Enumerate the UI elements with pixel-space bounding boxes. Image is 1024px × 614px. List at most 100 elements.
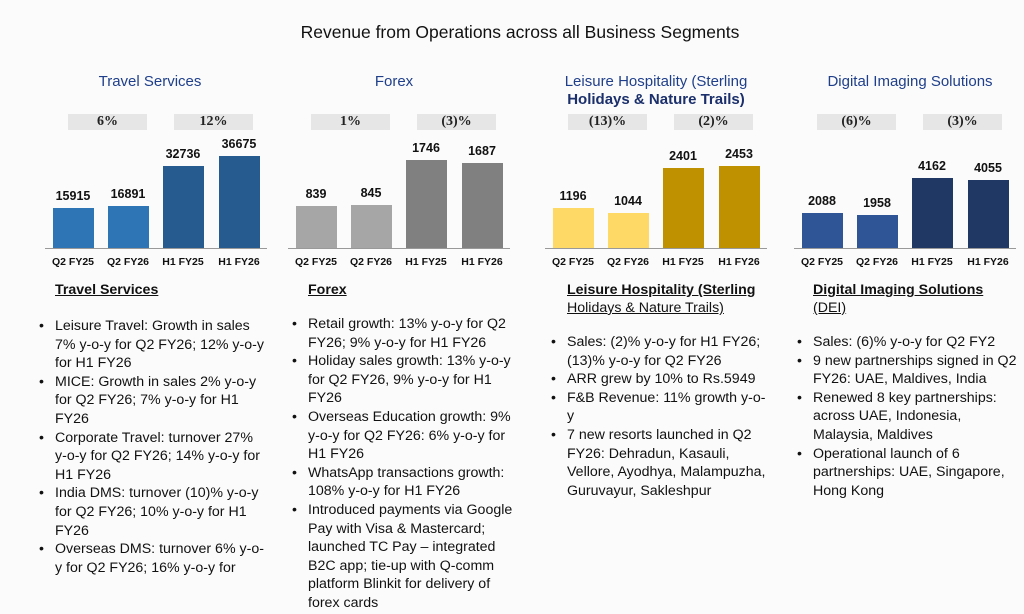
- growth-label: 6%: [68, 114, 147, 130]
- x-tick-label: H1 FY25: [662, 256, 704, 268]
- x-tick-label: Q2 FY25: [800, 256, 844, 268]
- bar-q2-fy26: [351, 205, 392, 248]
- bullet-item: Corporate Travel: turnover 27% y-o-y for…: [39, 429, 267, 485]
- section-heading-line2: (DEI): [813, 300, 847, 316]
- data-label: 16891: [110, 186, 146, 201]
- bullet-list: Sales: (2)% y-o-y for H1 FY26; (13)% y-o…: [549, 333, 771, 500]
- bar-q2-fy25: [296, 205, 337, 248]
- section-heading: Travel Services: [55, 282, 159, 298]
- bullet-item: MICE: Growth in sales 2% y-o-y for Q2 FY…: [39, 373, 267, 429]
- data-label: 1044: [614, 194, 642, 209]
- bullet-item: 9 new partnerships signed in Q2 FY26: UA…: [797, 352, 1017, 389]
- bullet-item: Operational launch of 6 partnerships: UA…: [797, 445, 1017, 501]
- x-tick-label: Q2 FY25: [294, 256, 338, 268]
- section-heading: Leisure Hospitality (Sterling Holidays & …: [567, 281, 771, 317]
- bar-h1-fy26: [719, 166, 760, 248]
- chart-travel: 6% 12% 15915 Q2 FY25 16891 Q2 FY26 32736 H1 FY2…: [45, 110, 267, 275]
- x-tick-label: Q2 FY26: [606, 256, 650, 268]
- section-heading-line2: Holidays & Nature Trails): [567, 300, 724, 316]
- data-label: 1687: [468, 143, 496, 158]
- chart-forex: 1% (3)% 839 Q2 FY25 845 Q2 FY26 1746 H1 FY25 168…: [288, 110, 510, 275]
- bar-q2-fy25: [553, 208, 594, 248]
- bar-q2-fy26: [608, 213, 649, 248]
- x-tick-label: Q2 FY26: [855, 256, 899, 268]
- x-tick-label: Q2 FY26: [106, 256, 150, 268]
- chart-title-leisure-line1: Leisure Hospitality (Sterling: [564, 73, 748, 90]
- bar-h1-fy26: [968, 179, 1009, 248]
- growth-label: 12%: [174, 114, 253, 130]
- data-label: 2088: [808, 193, 836, 208]
- data-label: 2453: [725, 147, 753, 161]
- bullet-list: Leisure Travel: Growth in sales 7% y-o-y…: [37, 317, 267, 577]
- section-travel: Travel Services Leisure Travel: Growth i…: [37, 281, 267, 577]
- x-tick-label: H1 FY26: [967, 256, 1009, 268]
- slide-title: Revenue from Operations across all Busin…: [300, 22, 740, 42]
- chart-title-leisure: Leisure Hospitality (Sterling Holidays &…: [545, 73, 767, 109]
- data-label: 845: [360, 186, 382, 201]
- bullet-item: Leisure Travel: Growth in sales 7% y-o-y…: [39, 317, 267, 373]
- bullet-item: Renewed 8 key partnerships: across UAE, …: [797, 389, 1017, 445]
- chart-leisure: (13)% (2)% 1196 Q2 FY25 1044 Q2 FY26 2401 H1 FY…: [545, 110, 767, 275]
- bullet-list: Retail growth: 13% y-o-y for Q2 FY26; 9%…: [290, 315, 522, 613]
- chart-dei: (6)% (3)% 2088 Q2 FY25 1958 Q2 FY26 4162 H1 FY2…: [794, 110, 1016, 275]
- chart-title-dei: Digital Imaging Solutions: [827, 73, 993, 90]
- data-label: 2401: [669, 148, 697, 163]
- x-tick-label: H1 FY25: [162, 256, 204, 268]
- section-heading: Forex: [308, 282, 347, 298]
- bullet-item: F&B Revenue: 11% growth y-o-y: [551, 389, 771, 426]
- x-tick-label: Q2 FY26: [349, 256, 393, 268]
- data-label: 36675: [221, 137, 257, 151]
- bar-q2-fy25: [53, 208, 94, 248]
- bar-h1-fy26: [462, 162, 503, 248]
- x-tick-label: H1 FY25: [405, 256, 447, 268]
- bullet-item: Overseas DMS: turnover 6% y-o-y for Q2 F…: [39, 540, 267, 577]
- growth-label: 1%: [311, 114, 390, 130]
- growth-label: (13)%: [568, 114, 647, 130]
- bullet-item: India DMS: turnover (10)% y-o-y for Q2 F…: [39, 484, 267, 540]
- data-label: 1196: [559, 189, 587, 204]
- bar-h1-fy25: [163, 165, 204, 248]
- bar-h1-fy25: [406, 160, 447, 248]
- x-tick-label: H1 FY26: [718, 256, 760, 268]
- chart-title-forex: Forex: [374, 73, 414, 90]
- bullet-item: Overseas Education growth: 9% y-o-y for …: [292, 408, 522, 464]
- bar-h1-fy25: [663, 167, 704, 248]
- x-tick-label: Q2 FY25: [51, 256, 95, 268]
- bar-q2-fy26: [108, 205, 149, 248]
- growth-label: (6)%: [817, 114, 896, 130]
- bullet-item: Sales: (6)% y-o-y for Q2 FY2: [797, 333, 1017, 352]
- section-heading-line1: Digital Imaging Solutions: [813, 282, 984, 298]
- data-label: 1958: [863, 196, 891, 211]
- bullet-item: ARR grew by 10% to Rs.5949: [551, 370, 771, 389]
- data-label: 1746: [412, 141, 440, 155]
- growth-label: (3)%: [417, 114, 496, 130]
- bullet-item: Sales: (2)% y-o-y for H1 FY26; (13)% y-o…: [551, 333, 771, 370]
- bar-q2-fy25: [802, 212, 843, 248]
- data-label: 4162: [918, 159, 946, 173]
- data-label: 15915: [55, 189, 91, 204]
- growth-label: (2)%: [674, 114, 753, 130]
- bar-h1-fy25: [912, 178, 953, 248]
- section-heading: Digital Imaging Solutions (DEI): [813, 281, 1017, 317]
- x-axis-line: [288, 248, 510, 249]
- x-tick-label: Q2 FY25: [551, 256, 595, 268]
- x-axis-line: [45, 248, 267, 249]
- bullet-item: Introduced payments via Google Pay with …: [292, 501, 522, 613]
- bullet-item: WhatsApp transactions growth: 108% y-o-y…: [292, 464, 522, 501]
- chart-title-travel: Travel Services: [98, 73, 202, 90]
- section-forex: Forex Retail growth: 13% y-o-y for Q2 FY…: [290, 281, 522, 613]
- x-axis-line: [794, 248, 1016, 249]
- x-tick-label: H1 FY26: [218, 256, 260, 268]
- x-tick-label: H1 FY26: [461, 256, 503, 268]
- bullet-item: Holiday sales growth: 13% y-o-y for Q2 F…: [292, 352, 522, 408]
- x-tick-label: H1 FY25: [911, 256, 953, 268]
- data-label: 32736: [165, 146, 201, 161]
- chart-title-leisure-line2: Holidays & Nature Trails): [567, 91, 745, 108]
- data-label: 4055: [974, 160, 1002, 175]
- x-axis-line: [545, 248, 767, 249]
- section-heading-line1: Leisure Hospitality (Sterling: [567, 282, 756, 298]
- bullet-item: Retail growth: 13% y-o-y for Q2 FY26; 9%…: [292, 315, 522, 352]
- bullet-item: 7 new resorts launched in Q2 FY26: Dehra…: [551, 426, 771, 500]
- bar-q2-fy26: [857, 215, 898, 248]
- section-dei: Digital Imaging Solutions (DEI) Sales: (6…: [795, 281, 1017, 500]
